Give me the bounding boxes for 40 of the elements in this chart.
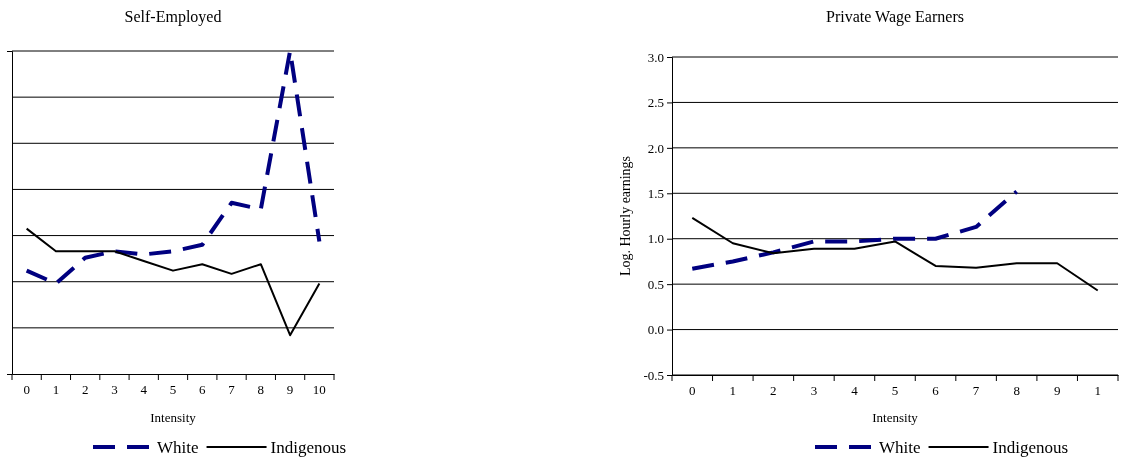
x-axis-title: Intensity xyxy=(872,410,919,425)
y-tick-label: 1.0 xyxy=(647,231,664,247)
x-tick-label: 7 xyxy=(972,382,980,398)
x-tick-label: 2 xyxy=(81,381,89,397)
legend-label: White xyxy=(157,438,199,457)
x-tick-label: 9 xyxy=(286,381,294,397)
x-tick-label: 8 xyxy=(1013,382,1020,398)
chart-title: Private Wage Earners xyxy=(826,8,964,26)
x-tick-label: 6 xyxy=(932,382,940,398)
y-tick-label: 3.0 xyxy=(647,49,664,65)
x-tick-label: 1 xyxy=(1094,382,1101,398)
legend-label: Indigenous xyxy=(992,438,1069,457)
x-tick-label: 0 xyxy=(23,381,30,397)
y-tick-label: 0.5 xyxy=(647,276,664,292)
x-tick-label: 1 xyxy=(729,382,737,398)
x-tick-label: 9 xyxy=(1053,382,1061,398)
y-tick-label: 2.5 xyxy=(647,95,664,111)
x-tick-label: 4 xyxy=(140,381,148,397)
x-tick-label: 0 xyxy=(689,382,696,398)
x-tick-label: 7 xyxy=(228,381,236,397)
line-series xyxy=(690,189,1019,271)
x-tick-label: 2 xyxy=(770,382,777,398)
x-tick-label: 5 xyxy=(891,382,899,398)
x-tick-label: 6 xyxy=(199,381,207,397)
y-tick-label: -0.5 xyxy=(643,367,664,383)
x-tick-label: 8 xyxy=(257,381,265,397)
x-tick-label: 3 xyxy=(810,382,818,398)
x-axis-title: Intensity xyxy=(150,410,197,425)
y-tick-label: 2.0 xyxy=(647,140,664,156)
legend-label: White xyxy=(879,438,921,457)
x-tick-label: 5 xyxy=(169,381,177,397)
x-tick-label: 3 xyxy=(111,381,118,397)
x-tick-label: 1 xyxy=(52,381,60,397)
chart-title: Self-Employed xyxy=(124,8,222,26)
y-tick-label: 1.5 xyxy=(647,185,664,201)
legend-label: Indigenous xyxy=(270,438,347,457)
x-tick-label: 10 xyxy=(312,381,326,397)
x-tick-label: 4 xyxy=(851,382,859,398)
y-tick-label: 0.0 xyxy=(647,322,664,338)
y-axis-title: Log. Hourly earnings xyxy=(618,155,633,277)
